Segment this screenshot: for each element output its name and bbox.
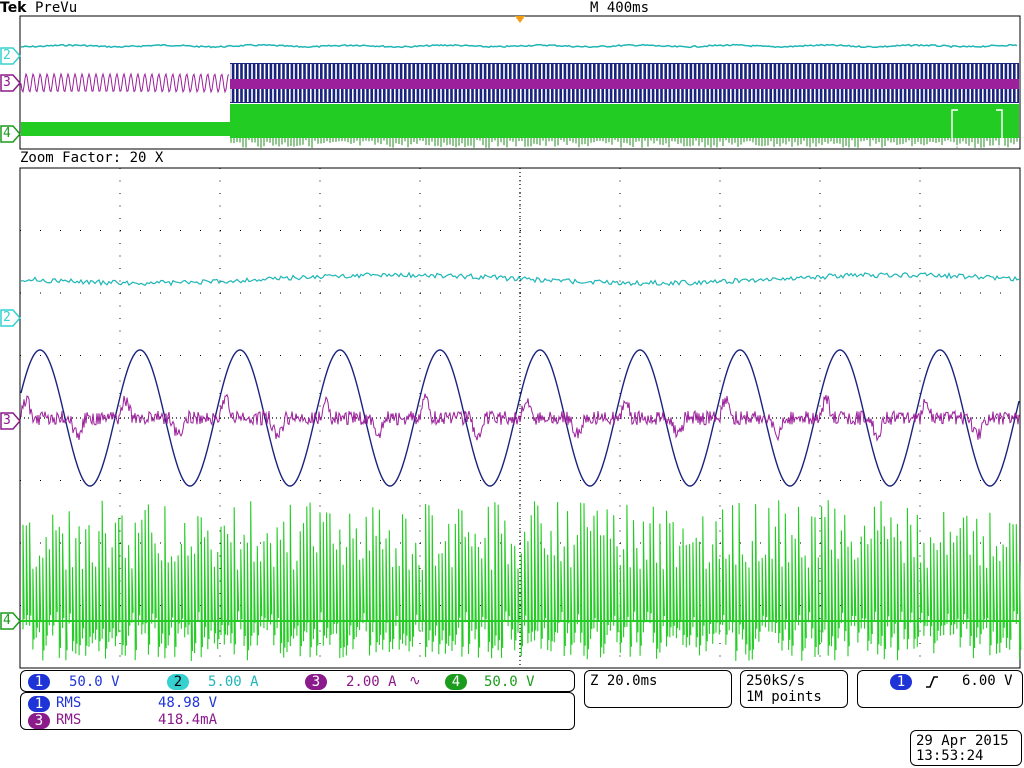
overview-ch4-spikes bbox=[230, 138, 1018, 148]
overview-ch4-band bbox=[230, 104, 1019, 138]
ov-ch2-marker-label: 2 bbox=[3, 48, 11, 63]
meas1-channel-badge[interactable]: 1 bbox=[28, 696, 50, 712]
overview-ch3-band bbox=[230, 79, 1019, 89]
ch1-badge[interactable]: 1 bbox=[28, 674, 50, 690]
zoom-timebase-panel[interactable]: Z 20.0ms bbox=[584, 670, 732, 708]
record-length: 1M points bbox=[746, 689, 822, 705]
meas2-channel-badge[interactable]: 3 bbox=[28, 713, 50, 729]
zoom-ch4-trace bbox=[22, 500, 1022, 661]
meas2-name: RMS bbox=[56, 712, 82, 728]
sample-rate: 250kS/s bbox=[746, 673, 806, 689]
rising-edge-icon bbox=[926, 676, 938, 688]
zoom-factor-label: Zoom Factor: 20 X bbox=[20, 150, 164, 166]
ch2-badge[interactable]: 2 bbox=[167, 674, 189, 690]
zoom-ch1-trace bbox=[20, 349, 1020, 487]
overview-ch2-trace bbox=[20, 43, 1018, 49]
brand-label: Tek bbox=[0, 0, 27, 16]
ch4-scale: 50.0 V bbox=[484, 674, 535, 690]
meas1-value: 48.98 V bbox=[158, 695, 218, 711]
zoom-timebase-value: Z 20.0ms bbox=[590, 673, 658, 689]
ch1-scale: 50.0 V bbox=[69, 674, 120, 690]
ch4-badge[interactable]: 4 bbox=[445, 674, 467, 690]
datetime-panel: 29 Apr 2015 13:53:24 bbox=[910, 730, 1022, 766]
date-label: 29 Apr 2015 bbox=[916, 733, 1009, 749]
overview-ch4-low bbox=[21, 122, 230, 136]
trigger-source-badge[interactable]: 1 bbox=[890, 674, 912, 690]
zoom-ch4-marker-label: 4 bbox=[3, 613, 11, 628]
meas1-name: RMS bbox=[56, 695, 82, 711]
ov-ch3-marker-label: 3 bbox=[3, 75, 11, 90]
zoom-ch3-marker-label: 3 bbox=[3, 413, 11, 428]
measurement-panel: 1 RMS 48.98 V 3 RMS 418.4mA bbox=[20, 692, 575, 730]
zoom-window-bracket[interactable] bbox=[951, 109, 1003, 147]
channel-scale-panel: 1 50.0 V 2 5.00 A 3 2.00 A ∿ 4 50.0 V bbox=[20, 670, 575, 692]
trigger-panel[interactable]: 1 6.00 V bbox=[857, 670, 1023, 708]
trigger-level: 6.00 V bbox=[962, 673, 1013, 689]
zoom-ch2-trace bbox=[20, 271, 1020, 287]
timebase-label: M 400ms bbox=[590, 0, 650, 16]
zoom-ch2-marker-label: 2 bbox=[3, 310, 11, 325]
mode-label: PreVu bbox=[35, 0, 78, 16]
zoom-ch3-trace bbox=[20, 393, 1020, 442]
meas2-value: 418.4mA bbox=[158, 712, 218, 728]
ov-ch4-marker-label: 4 bbox=[3, 126, 11, 141]
ch3-badge[interactable]: 3 bbox=[305, 674, 327, 690]
ch3-scale: 2.00 A bbox=[346, 674, 397, 690]
zoom-waveform-display bbox=[19, 167, 1022, 669]
time-label: 13:53:24 bbox=[916, 748, 984, 764]
ch2-scale: 5.00 A bbox=[208, 674, 259, 690]
ch3-ac-coupling-icon: ∿ bbox=[409, 673, 421, 689]
trigger-position-marker[interactable] bbox=[515, 16, 525, 23]
overview-ch3-pre bbox=[20, 72, 230, 94]
acquisition-panel[interactable]: 250kS/s 1M points bbox=[740, 670, 848, 708]
